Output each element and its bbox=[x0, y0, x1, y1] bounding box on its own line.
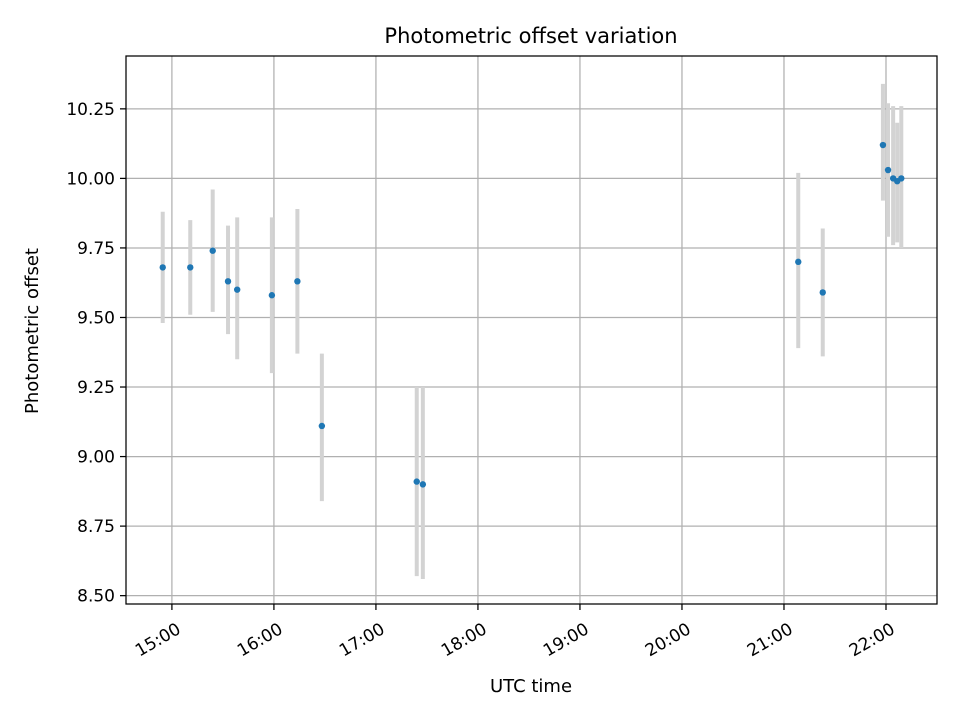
data-point bbox=[268, 292, 276, 299]
y-tick-label: 9.50 bbox=[77, 308, 115, 328]
data-points bbox=[159, 141, 905, 488]
x-axis-label: UTC time bbox=[490, 676, 572, 697]
y-tick-label: 9.25 bbox=[77, 378, 115, 398]
y-axis: 8.50 8.75 9.00 9.25 9.50 9.75 10.00 10.25 bbox=[66, 100, 126, 607]
data-point bbox=[884, 166, 892, 174]
data-point bbox=[233, 286, 241, 293]
data-point bbox=[879, 141, 887, 149]
data-point bbox=[419, 481, 427, 488]
y-tick-label: 8.75 bbox=[77, 517, 115, 537]
y-axis-label: Photometric offset bbox=[22, 248, 43, 414]
data-point bbox=[294, 278, 301, 285]
grid bbox=[126, 56, 937, 604]
data-point bbox=[209, 247, 216, 254]
data-point bbox=[819, 289, 826, 296]
y-tick-label: 10.00 bbox=[66, 169, 115, 189]
chart-title: Photometric offset variation bbox=[384, 24, 677, 48]
y-tick-label: 9.75 bbox=[77, 239, 115, 259]
data-point bbox=[187, 264, 194, 271]
y-tick-label: 8.50 bbox=[77, 587, 115, 607]
data-point bbox=[224, 278, 232, 285]
data-point bbox=[159, 264, 166, 271]
data-point bbox=[898, 175, 905, 182]
y-tick-label: 9.00 bbox=[77, 448, 115, 468]
data-point bbox=[413, 478, 420, 485]
y-tick-label: 10.25 bbox=[66, 100, 115, 120]
data-point bbox=[318, 422, 326, 430]
plot-frame bbox=[125, 55, 938, 605]
data-point bbox=[795, 258, 802, 266]
